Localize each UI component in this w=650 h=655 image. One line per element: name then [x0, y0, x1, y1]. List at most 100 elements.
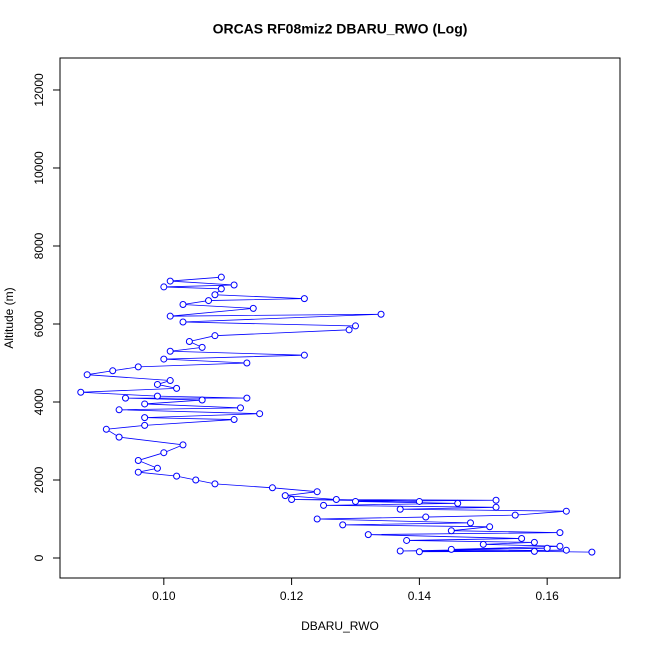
- data-point: [198, 396, 206, 404]
- data-point: [588, 548, 596, 556]
- data-point: [377, 310, 385, 318]
- data-point: [300, 295, 308, 303]
- data-point: [192, 476, 200, 484]
- data-point: [396, 505, 404, 513]
- data-point: [153, 392, 161, 400]
- data-point: [288, 495, 296, 503]
- data-point: [256, 410, 264, 418]
- data-point: [249, 304, 257, 312]
- data-point: [422, 513, 430, 521]
- data-point: [83, 371, 91, 379]
- data-point: [179, 441, 187, 449]
- y-tick-label: 6000: [32, 310, 46, 337]
- data-point: [179, 318, 187, 326]
- data-point: [530, 538, 538, 546]
- data-point: [454, 499, 462, 507]
- data-point: [492, 503, 500, 511]
- data-point: [160, 449, 168, 457]
- data-point: [217, 285, 225, 293]
- data-point: [211, 480, 219, 488]
- data-point: [166, 277, 174, 285]
- data-point: [364, 531, 372, 539]
- data-point: [447, 545, 455, 553]
- data-point: [351, 322, 359, 330]
- data-point: [281, 492, 289, 500]
- data-point: [115, 433, 123, 441]
- y-tick-label: 8000: [32, 232, 46, 259]
- data-point: [313, 488, 321, 496]
- data-point: [102, 425, 110, 433]
- y-axis-label: Altitude (m): [2, 287, 16, 348]
- data-point: [511, 511, 519, 519]
- data-point: [173, 384, 181, 392]
- data-point: [518, 534, 526, 542]
- data-point: [396, 547, 404, 555]
- data-point: [141, 421, 149, 429]
- x-axis-label: DBARU_RWO: [301, 619, 379, 633]
- data-point: [466, 519, 474, 527]
- data-point: [345, 326, 353, 334]
- data-point: [543, 544, 551, 552]
- data-point: [166, 347, 174, 355]
- data-point: [166, 312, 174, 320]
- data-point: [268, 484, 276, 492]
- data-point: [141, 400, 149, 408]
- y-tick-label: 4000: [32, 388, 46, 415]
- data-point: [230, 416, 238, 424]
- data-point: [211, 332, 219, 340]
- data-point: [492, 496, 500, 504]
- plot-frame: [59, 57, 621, 579]
- data-point: [121, 394, 129, 402]
- y-tick-label: 0: [32, 554, 46, 561]
- x-tick-label: 0.10: [152, 589, 176, 603]
- data-point: [313, 515, 321, 523]
- data-point: [230, 281, 238, 289]
- data-point: [403, 536, 411, 544]
- data-point: [415, 548, 423, 556]
- data-point: [160, 283, 168, 291]
- data-point: [486, 523, 494, 531]
- data-point: [556, 542, 564, 550]
- data-point: [134, 468, 142, 476]
- data-point: [134, 363, 142, 371]
- data-point: [185, 338, 193, 346]
- data-point: [351, 497, 359, 505]
- y-tick-label: 12000: [32, 73, 46, 107]
- data-point: [243, 359, 251, 367]
- data-point: [332, 495, 340, 503]
- chart-title: ORCAS RF08miz2 DBARU_RWO (Log): [213, 21, 468, 37]
- data-point: [556, 529, 564, 537]
- data-point: [243, 394, 251, 402]
- data-point: [109, 367, 117, 375]
- data-point: [134, 456, 142, 464]
- data-point: [173, 472, 181, 480]
- data-point: [415, 497, 423, 505]
- data-point: [198, 343, 206, 351]
- data-point: [153, 464, 161, 472]
- data-point: [160, 355, 168, 363]
- data-point: [236, 404, 244, 412]
- y-tick-label: 2000: [32, 466, 46, 493]
- y-tick-label: 10000: [32, 151, 46, 185]
- x-tick-label: 0.16: [535, 589, 559, 603]
- data-point: [479, 540, 487, 548]
- x-tick-label: 0.12: [280, 589, 304, 603]
- data-point: [141, 414, 149, 422]
- data-point: [530, 547, 538, 555]
- data-point: [562, 546, 570, 554]
- data-point: [77, 388, 85, 396]
- x-tick-label: 0.14: [408, 589, 432, 603]
- data-point: [447, 527, 455, 535]
- data-point: [562, 507, 570, 515]
- data-point: [153, 380, 161, 388]
- data-point: [205, 297, 213, 305]
- data-point: [179, 300, 187, 308]
- data-point: [166, 377, 174, 385]
- data-point: [300, 351, 308, 359]
- data-point: [115, 406, 123, 414]
- data-point: [320, 501, 328, 509]
- data-point: [217, 273, 225, 281]
- data-point: [339, 521, 347, 529]
- data-point: [211, 291, 219, 299]
